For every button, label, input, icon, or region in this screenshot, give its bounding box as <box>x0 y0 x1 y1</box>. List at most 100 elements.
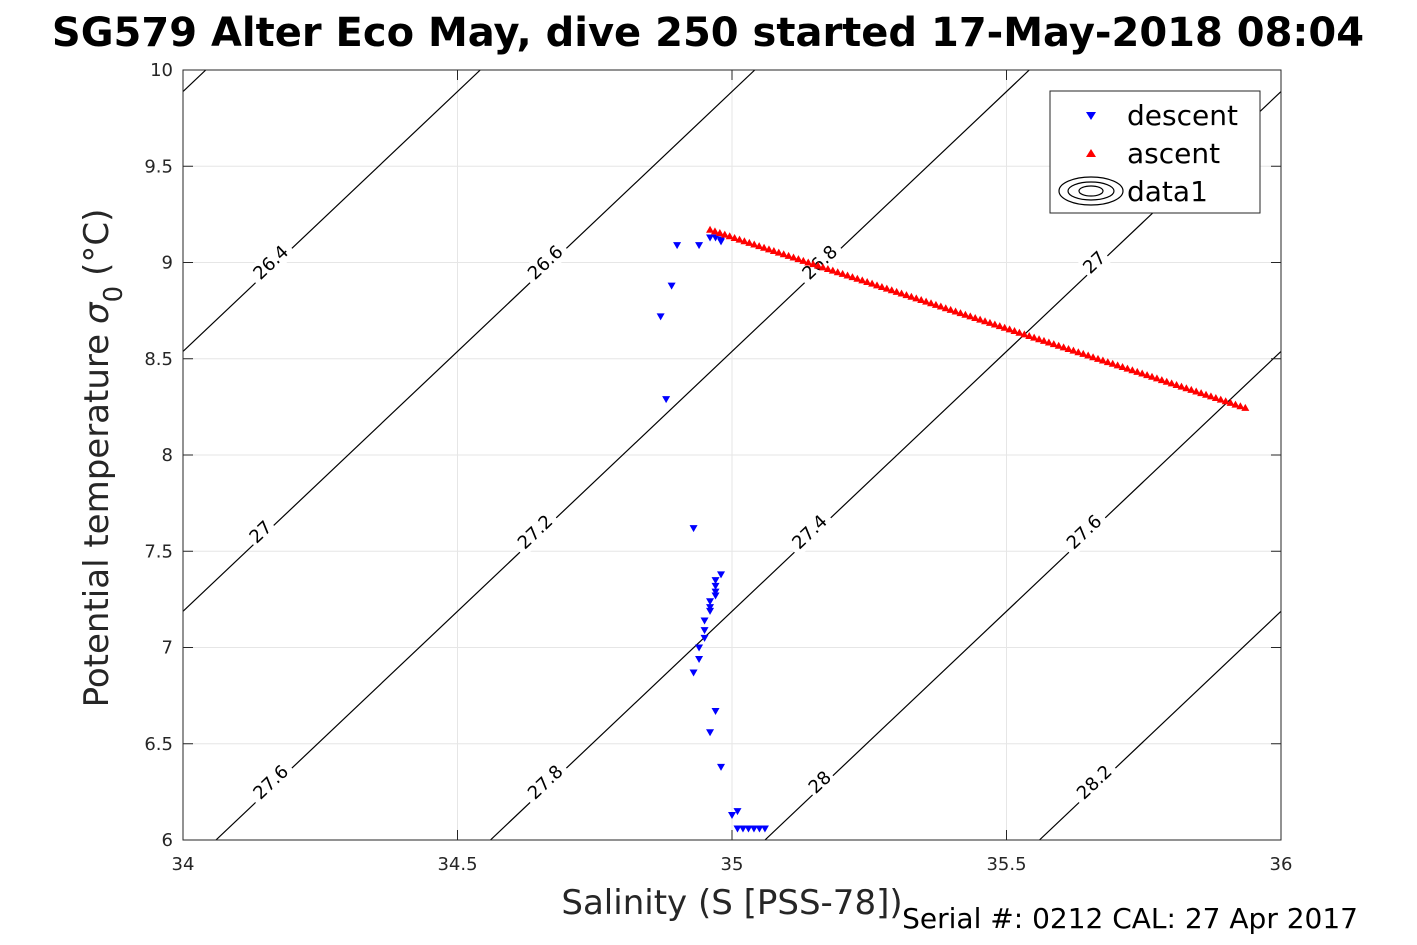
ascent-point <box>873 281 882 289</box>
chart-title: SG579 Alter Eco May, dive 250 started 17… <box>52 10 1364 56</box>
contour-label-background <box>1058 506 1110 558</box>
ascent-point <box>1020 330 1029 338</box>
legend: descent ascent data1 <box>1049 90 1261 214</box>
x-tick-label: 34 <box>172 854 195 875</box>
ascent-point <box>779 250 788 258</box>
ascent-point <box>1197 389 1206 397</box>
ascent-point <box>1039 336 1048 344</box>
ascent-point <box>1084 351 1093 359</box>
ascent-point <box>1138 369 1147 377</box>
descent-point <box>711 234 720 242</box>
ascent-point <box>730 233 739 241</box>
ascent-point <box>931 300 940 308</box>
isopycnal-line <box>183 70 756 613</box>
x-tick-label: 36 <box>1270 854 1293 875</box>
ascent-point <box>990 320 999 328</box>
ascent-point <box>976 315 985 323</box>
descent-point <box>711 577 720 585</box>
isopycnal-line <box>1039 610 1281 840</box>
ascent-point <box>1074 348 1083 356</box>
y-axis-ticks: 6 6.5 7 7.5 8 8.5 9 9.5 10 <box>144 60 1281 851</box>
descent-point <box>717 763 726 771</box>
ascent-point <box>1192 387 1201 395</box>
y-axis-label: Potential temperature σ0 (°C) <box>77 209 129 708</box>
ascent-point <box>1093 354 1102 362</box>
ascent-point <box>735 235 744 243</box>
ascent-point <box>1211 394 1220 402</box>
ascent-point <box>1152 374 1161 382</box>
ascent-point <box>710 227 719 235</box>
ascent-point <box>971 313 980 321</box>
ascent-point <box>799 256 808 264</box>
ascent-point <box>1177 382 1186 390</box>
y-tick-label: 7 <box>162 638 173 659</box>
ascent-point <box>760 243 769 251</box>
descent-point <box>667 282 676 290</box>
descent-point <box>733 825 742 833</box>
ascent-point <box>769 247 778 255</box>
y-tick-label: 10 <box>150 60 173 81</box>
contour-label-background <box>794 237 846 288</box>
ascent-point <box>1162 377 1171 385</box>
ascent-point <box>1157 376 1166 384</box>
ascent-point <box>985 318 994 326</box>
ascent-point <box>745 238 754 246</box>
footer-serial-cal: Serial #: 0212 CAL: 27 Apr 2017 <box>902 902 1358 935</box>
y-tick-label: 7.5 <box>144 541 173 562</box>
descent-point <box>673 242 682 250</box>
descent-point <box>711 588 720 596</box>
ascent-point <box>995 322 1004 330</box>
legend-data1-label: data1 <box>1127 175 1208 208</box>
ascent-point <box>818 263 827 271</box>
descent-point <box>695 656 704 664</box>
descent-point <box>760 825 769 833</box>
ascent-point <box>1226 398 1235 406</box>
contour-label-background <box>1068 757 1121 808</box>
x-axis-label: Salinity (S [PSS-78]) <box>561 883 902 923</box>
y-tick-label: 8 <box>162 445 173 466</box>
ascent-point <box>750 240 759 248</box>
ascent-point <box>1108 359 1117 367</box>
ascent-point <box>922 297 931 305</box>
ascent-point <box>961 310 970 318</box>
ascent-point <box>755 242 764 250</box>
descent-point <box>700 634 709 642</box>
ascent-point <box>1216 395 1225 403</box>
ascent-series <box>706 225 1250 411</box>
y-axis-label-symbol: σ <box>77 301 117 324</box>
ascent-point <box>1044 338 1053 346</box>
ascent-point <box>941 304 950 312</box>
ascent-point <box>966 312 975 320</box>
descent-point <box>744 825 753 833</box>
ascent-point <box>715 229 724 237</box>
contour-label-group: 26.6 <box>519 237 572 288</box>
ascent-point <box>843 271 852 279</box>
ascent-point <box>784 251 793 259</box>
contour-label-background <box>242 514 279 550</box>
ascent-point <box>1241 403 1250 411</box>
descent-point <box>689 525 698 533</box>
contour-label-background <box>783 506 836 558</box>
ascent-point <box>1025 331 1034 339</box>
ascent-point <box>912 294 921 302</box>
ascent-point <box>809 260 818 268</box>
y-tick-label: 9 <box>162 253 173 274</box>
ascent-point <box>1221 397 1230 405</box>
ascent-point <box>868 279 877 287</box>
contour-label-background <box>519 237 572 288</box>
ascent-point <box>946 305 955 313</box>
ascent-point <box>1000 323 1009 331</box>
descent-point <box>755 825 764 833</box>
descent-point <box>662 396 671 404</box>
ascent-point <box>720 230 729 238</box>
ascent-point <box>823 264 832 272</box>
y-tick-label: 6 <box>162 830 173 851</box>
contour-label-background <box>245 757 297 808</box>
contour-label-background <box>519 757 572 808</box>
ascent-point <box>1236 402 1245 410</box>
ascent-point <box>1010 327 1019 335</box>
ascent-point <box>1148 372 1157 380</box>
contour-label-background <box>245 237 297 288</box>
descent-point <box>706 604 715 612</box>
ascent-point <box>1103 358 1112 366</box>
